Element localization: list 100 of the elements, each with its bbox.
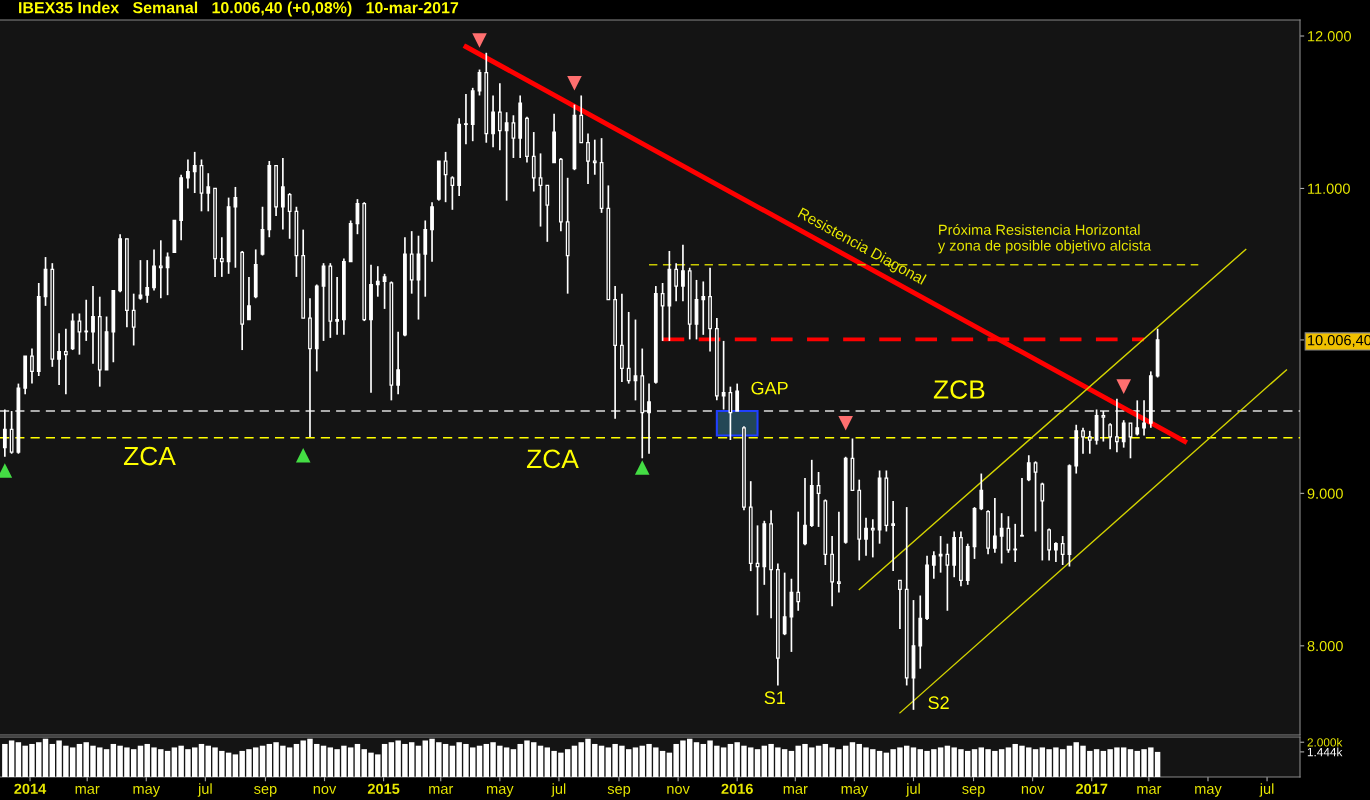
point (295, 447, 311, 463)
x-tick-label: jul (551, 783, 566, 797)
bar (754, 749, 761, 777)
annotation: GAP (751, 381, 788, 395)
candlestick (233, 186, 238, 269)
point (838, 415, 853, 431)
bar (415, 745, 422, 777)
bar (103, 749, 110, 777)
bar (1127, 749, 1134, 777)
x-tick-label: jul (905, 783, 920, 797)
candlestick (131, 292, 136, 347)
bar (320, 745, 327, 777)
candlestick (9, 410, 14, 455)
candlestick (864, 516, 868, 557)
candlestick (796, 510, 801, 612)
x-tick-label: may (133, 785, 161, 797)
candlestick (999, 512, 1004, 565)
candlestick (728, 385, 733, 441)
y-tick-label: 11.000 (1308, 183, 1350, 194)
x-tick-label: sep (607, 785, 631, 797)
candlestick (1047, 527, 1051, 562)
annotation: ZCA (123, 446, 176, 466)
x-tick-label: nov (667, 785, 690, 794)
candlestick (491, 94, 495, 149)
bar (76, 743, 83, 777)
candlestick (979, 472, 984, 511)
x-tick-label: may (487, 785, 514, 797)
candlestick (647, 382, 651, 455)
candlestick (701, 280, 706, 336)
y-tick-label: 2.000k (1307, 737, 1343, 747)
candlestick (57, 332, 61, 386)
candlestick (497, 82, 502, 152)
candlestick (592, 138, 597, 176)
y-tick-label: 9.000 (1307, 488, 1343, 499)
point (567, 75, 582, 91)
candlestick (721, 340, 726, 411)
candlestick (382, 272, 387, 310)
candlestick (30, 347, 34, 385)
candlestick (586, 132, 590, 185)
y-tick-label: 1.444k (1307, 747, 1343, 757)
candlestick (186, 158, 190, 190)
bar (971, 749, 978, 777)
candlestick (375, 265, 380, 298)
x-tick-label: sep (254, 785, 277, 797)
candlestick (803, 477, 807, 547)
x-tick-label: nov (1021, 785, 1045, 794)
candlestick (335, 276, 339, 336)
candlestick (1121, 419, 1126, 449)
annotation: S2 (928, 696, 949, 710)
candlestick (1054, 541, 1058, 563)
candlestick (1026, 454, 1031, 483)
candlestick (992, 497, 997, 554)
candlestick (287, 192, 292, 240)
x-tick-label: mar (1137, 785, 1162, 794)
candlestick (931, 550, 936, 580)
bar (571, 745, 578, 777)
candlestick (938, 535, 943, 574)
bar (1032, 749, 1039, 777)
candlestick (443, 151, 448, 204)
candlestick (1040, 481, 1045, 562)
candlestick (504, 111, 509, 202)
bar (42, 738, 49, 777)
bar (598, 745, 605, 777)
candlestick (674, 262, 679, 303)
bar (137, 745, 144, 777)
bar (815, 745, 822, 777)
candlestick (870, 518, 875, 559)
x-tick-label: mar (75, 785, 100, 794)
candlestick (945, 542, 950, 612)
candlestick (1101, 410, 1106, 443)
candlestick (247, 276, 251, 321)
x-tick-label: jul (1259, 783, 1274, 797)
candlestick (1060, 535, 1065, 566)
x-tick-label: may (841, 785, 869, 797)
candlestick (735, 382, 740, 412)
x-tick-label: mar (429, 785, 454, 794)
candlestick (837, 510, 841, 594)
candlestick (63, 327, 68, 396)
x-tick-label: mar (783, 785, 808, 794)
candlestick (633, 318, 638, 402)
annotation: S1 (764, 691, 785, 705)
candlestick (531, 131, 536, 193)
candlestick (660, 282, 665, 342)
point (472, 33, 487, 48)
candlestick (206, 172, 211, 213)
chart-title: IBEX35 Index Semanal 10.006,40 (+0,08%) 10-mar-2017 (19, 1, 459, 17)
candlestick (626, 311, 631, 385)
candlestick (620, 292, 624, 383)
candlestick (152, 248, 156, 292)
x-tick-label: 2015 (367, 783, 400, 794)
bar (259, 745, 266, 777)
bar (354, 743, 361, 777)
candlestick (681, 244, 685, 303)
bar (693, 742, 700, 777)
bar (632, 747, 639, 777)
x-tick-label: 2014 (14, 783, 47, 794)
candlestick (1142, 399, 1146, 437)
candlestick (1115, 398, 1119, 454)
candlestick (280, 157, 285, 231)
bar (1066, 745, 1073, 777)
